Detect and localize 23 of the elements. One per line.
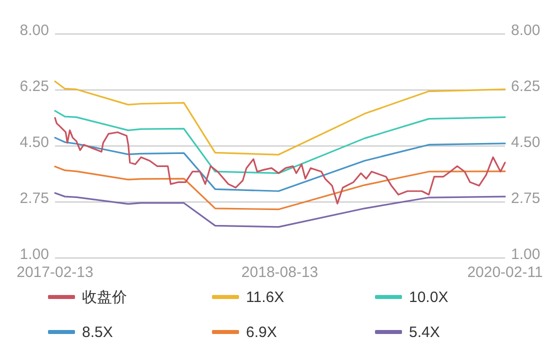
y2-tick-label: 4.50 <box>511 134 540 151</box>
x-tick-label: 2018-08-13 <box>241 264 318 281</box>
line-series <box>54 192 506 228</box>
legend-label: 5.4X <box>409 324 440 341</box>
y-tick-label: 2.75 <box>20 190 49 207</box>
legend-label: 8.5X <box>82 324 113 341</box>
x-tick-label: 2020-02-11 <box>467 264 543 281</box>
legend-label: 11.6X <box>246 289 284 306</box>
legend-label: 10.0X <box>409 289 448 306</box>
legend-label: 6.9X <box>246 324 277 341</box>
y2-tick-label: 1.00 <box>511 246 540 263</box>
x-tick-label: 2017-02-13 <box>16 264 94 281</box>
line-series <box>54 117 506 204</box>
y2-tick-label: 2.75 <box>511 190 540 207</box>
y-tick-label: 6.25 <box>20 78 49 95</box>
y-tick-label: 1.00 <box>20 246 49 263</box>
y-tick-label: 8.00 <box>20 22 49 39</box>
line-series <box>54 166 506 210</box>
y2-tick-label: 6.25 <box>511 78 540 95</box>
line-series <box>54 110 506 174</box>
y2-tick-label: 8.00 <box>511 22 540 39</box>
y-tick-label: 4.50 <box>20 134 49 151</box>
legend-label: 收盘价 <box>82 289 127 306</box>
